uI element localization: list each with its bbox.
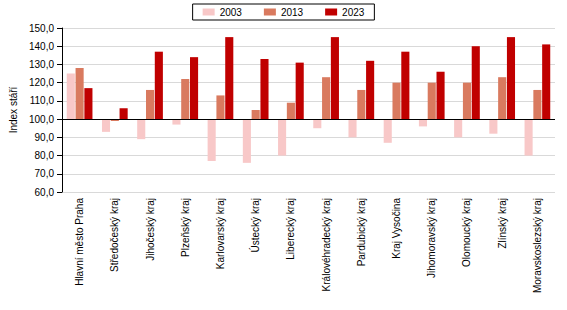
svg-text:2013: 2013 — [281, 7, 304, 18]
svg-text:Plzeňský kraj: Plzeňský kraj — [180, 198, 191, 257]
svg-text:150,0: 150,0 — [29, 23, 54, 34]
svg-text:Kraj Vysočina: Kraj Vysočina — [391, 198, 402, 259]
svg-text:Liberecký kraj: Liberecký kraj — [285, 198, 296, 260]
svg-text:Index stáří: Index stáří — [8, 86, 19, 133]
svg-text:Zlínský kraj: Zlínský kraj — [497, 198, 508, 249]
svg-text:Karlovarský kraj: Karlovarský kraj — [215, 198, 226, 269]
svg-text:140,0: 140,0 — [29, 41, 54, 52]
svg-text:130,0: 130,0 — [29, 59, 54, 70]
svg-text:Jihočeský kraj: Jihočeský kraj — [145, 198, 156, 261]
svg-text:80,0: 80,0 — [35, 150, 55, 161]
svg-text:Olomoucký kraj: Olomoucký kraj — [461, 198, 472, 267]
svg-text:Pardubický kraj: Pardubický kraj — [356, 198, 367, 266]
svg-text:Jihomoravský kraj: Jihomoravský kraj — [426, 198, 437, 278]
svg-text:Středočeský kraj: Středočeský kraj — [109, 198, 120, 272]
svg-text:Hlavní město Praha: Hlavní město Praha — [74, 198, 85, 286]
svg-text:Moravskoslezský kraj: Moravskoslezský kraj — [532, 198, 543, 293]
svg-text:2023: 2023 — [342, 7, 365, 18]
svg-text:90,0: 90,0 — [35, 132, 55, 143]
svg-text:120,0: 120,0 — [29, 77, 54, 88]
svg-text:70,0: 70,0 — [35, 168, 55, 179]
svg-text:60,0: 60,0 — [35, 187, 55, 198]
svg-text:2003: 2003 — [220, 7, 243, 18]
svg-text:Královéhradecký kraj: Královéhradecký kraj — [321, 198, 332, 291]
svg-text:100,0: 100,0 — [29, 114, 54, 125]
svg-text:Ústecký kraj: Ústecký kraj — [249, 198, 261, 252]
svg-text:110,0: 110,0 — [30, 95, 55, 106]
